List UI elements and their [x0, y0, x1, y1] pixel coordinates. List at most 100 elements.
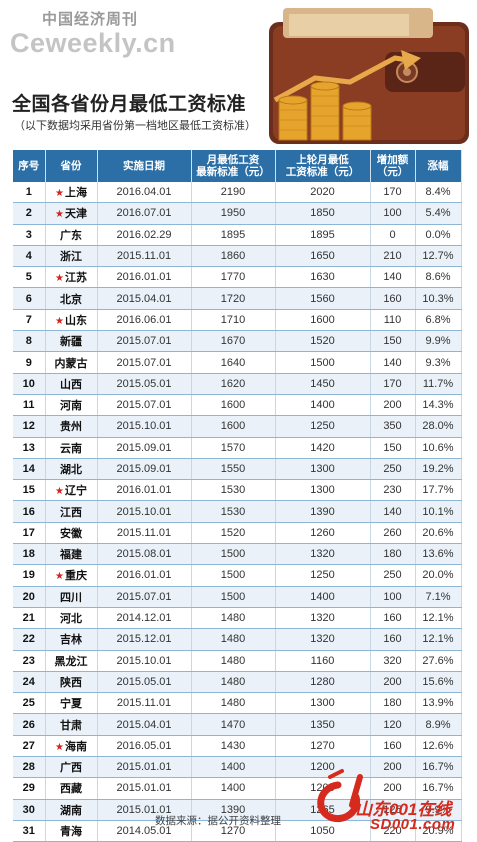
new-wage-cell-text: 1640	[220, 356, 246, 369]
old-wage-cell: 1390	[275, 500, 371, 523]
rate-cell-text: 7.1%	[425, 590, 451, 603]
new-wage-cell: 1470	[191, 713, 276, 736]
seq-cell-text: 13	[22, 441, 35, 454]
old-wage-cell: 1300	[275, 692, 371, 715]
date-cell-text: 2014.12.01	[116, 612, 172, 625]
province-cell-text: 广西	[60, 762, 82, 775]
seq-cell-text: 11	[22, 399, 35, 412]
date-cell: 2015.10.01	[97, 500, 192, 523]
province-cell: 贵州	[45, 415, 98, 438]
province-cell: 黑龙江	[45, 650, 98, 672]
rate-cell-text: 8.4%	[425, 186, 451, 199]
rate-cell-text: 10.6%	[422, 441, 454, 454]
increase-cell-text: 210	[383, 250, 402, 263]
star-icon: ★	[55, 486, 64, 498]
increase-cell: 140	[370, 500, 416, 523]
star-icon: ★	[55, 188, 64, 200]
province-cell-text: 海南	[64, 740, 87, 753]
old-wage-cell: 1400	[275, 394, 371, 417]
date-cell-text: 2015.01.01	[116, 761, 172, 774]
old-wage-cell: 1500	[275, 351, 371, 374]
table-row: 3 广东 2016.02.29 1895 1895 0 0.0%	[13, 224, 462, 246]
old-wage-cell: 1650	[275, 245, 371, 268]
increase-cell: 170	[370, 373, 416, 395]
date-cell-text: 2015.08.01	[116, 548, 172, 561]
date-cell: 2015.04.01	[97, 287, 192, 310]
rate-cell-text: 14.3%	[422, 399, 454, 412]
table-header-row: 序号 省份 实施日期 月最低工资 最新标准（元） 上轮月最低 工资标准（元） 增加额…	[13, 150, 462, 182]
old-wage-cell-text: 1160	[310, 654, 335, 667]
column-header: 序号	[13, 150, 46, 182]
old-wage-cell: 1350	[275, 713, 371, 736]
province-cell: 内蒙古	[45, 351, 98, 374]
seq-cell: 29	[13, 777, 46, 800]
increase-cell: 125	[370, 799, 416, 821]
increase-cell-text: 170	[383, 186, 402, 199]
seq-cell: 30	[13, 799, 46, 821]
rate-cell: 6.8%	[415, 309, 462, 332]
date-cell: 2015.05.01	[97, 671, 192, 694]
province-cell-text: 四川	[60, 591, 82, 604]
date-cell-text: 2016.05.01	[116, 739, 172, 752]
province-cell-text: 湖北	[60, 464, 82, 476]
date-cell-text: 2015.10.01	[116, 420, 172, 433]
rate-cell: 13.6%	[415, 543, 462, 566]
seq-cell: 6	[13, 287, 46, 310]
rate-cell: 10.3%	[415, 287, 462, 310]
new-wage-cell-text: 1950	[220, 207, 246, 220]
rate-cell-text: 15.6%	[422, 675, 454, 688]
date-cell: 2016.02.29	[97, 224, 192, 246]
old-wage-cell-text: 1320	[310, 548, 335, 561]
logo-english-text: Ceweekly.cn	[10, 28, 176, 58]
increase-cell-text: 350	[383, 420, 402, 433]
rate-cell-text: 12.6%	[422, 739, 454, 752]
table-row: 26 甘肃 2015.04.01 1470 1350 120 8.9%	[13, 713, 462, 736]
date-cell: 2015.01.01	[97, 756, 192, 779]
table-row: 12 贵州 2015.10.01 1600 1250 350 28.0%	[13, 415, 462, 438]
new-wage-cell-text: 1480	[220, 654, 246, 667]
table-body: 1 ★上海 2016.04.01 2190 2020 170 8.4% 2 ★天津 2016.07…	[13, 182, 462, 842]
new-wage-cell: 1950	[191, 202, 276, 225]
old-wage-cell-text: 2020	[310, 186, 335, 199]
increase-cell-text: 160	[383, 739, 402, 752]
date-cell: 2015.07.01	[97, 351, 192, 374]
rate-cell-text: 19.2%	[422, 463, 454, 475]
rate-cell: 12.1%	[415, 628, 462, 651]
new-wage-cell-text: 1470	[220, 718, 246, 731]
seq-cell: 11	[13, 394, 46, 417]
old-wage-cell: 1280	[275, 671, 371, 694]
date-cell: 2015.10.01	[97, 650, 192, 672]
new-wage-cell: 1600	[191, 415, 276, 438]
province-cell: 吉林	[45, 628, 98, 651]
province-cell: 广西	[45, 756, 98, 779]
new-wage-cell: 1600	[191, 394, 276, 417]
table-row: 5 ★江苏 2016.01.01 1770 1630 140 8.6%	[13, 266, 462, 289]
increase-cell-text: 220	[383, 825, 402, 838]
seq-cell: 15	[13, 479, 46, 502]
seq-cell-text: 7	[25, 313, 32, 326]
new-wage-cell: 1670	[191, 330, 276, 353]
rate-cell: 16.7%	[415, 756, 462, 779]
increase-cell-text: 160	[383, 633, 402, 646]
province-cell: ★上海	[45, 182, 98, 204]
seq-cell: 10	[13, 373, 46, 395]
new-wage-cell-text: 1500	[220, 548, 246, 561]
rate-cell-text: 12.1%	[422, 633, 454, 646]
province-cell: 广东	[45, 224, 98, 246]
seq-cell-text: 28	[22, 761, 35, 774]
province-cell-text: 安徽	[60, 527, 82, 540]
star-icon: ★	[55, 273, 64, 285]
increase-cell-text: 150	[383, 335, 402, 348]
new-wage-cell-text: 1600	[220, 420, 246, 433]
seq-cell-text: 2	[25, 207, 32, 220]
new-wage-cell: 2190	[191, 182, 276, 204]
seq-cell-text: 8	[25, 335, 32, 348]
increase-cell: 250	[370, 564, 416, 587]
rate-cell-text: 27.6%	[422, 654, 454, 667]
increase-cell: 200	[370, 394, 416, 417]
new-wage-cell-text: 1270	[220, 825, 246, 838]
increase-cell-text: 100	[383, 207, 402, 220]
table-row: 25 宁夏 2015.11.01 1480 1300 180 13.9%	[13, 692, 462, 715]
date-cell-text: 2015.07.01	[116, 356, 172, 369]
new-wage-cell-text: 1620	[220, 377, 246, 390]
